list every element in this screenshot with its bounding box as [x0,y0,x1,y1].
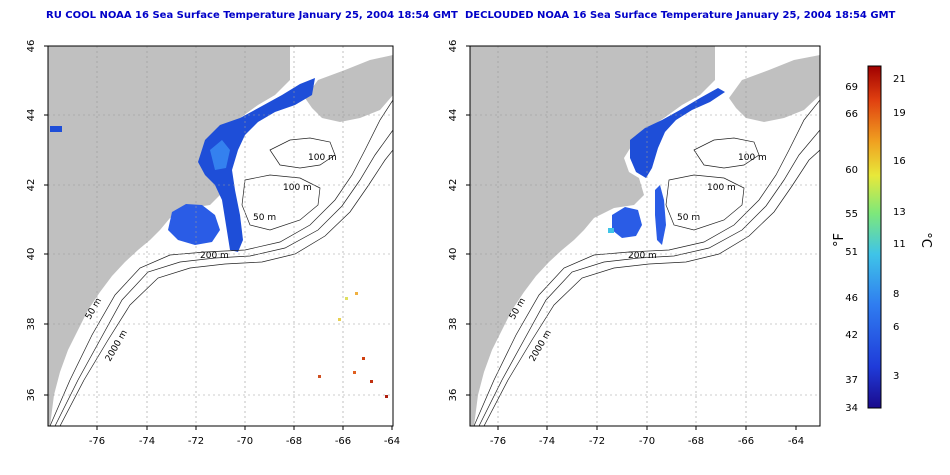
contour-label: 100 m [738,153,767,163]
x-tick-label: -68 [286,436,302,447]
x-tick-label: -64 [788,436,804,447]
fahrenheit-tick: 42 [845,330,858,341]
x-tick-label: -66 [335,436,351,447]
contour-label: 100 m [308,153,337,163]
sst-fringe [210,140,230,170]
fahrenheit-tick: 55 [845,209,858,220]
axis-ticks [44,45,393,430]
celsius-tick: 16 [893,156,906,167]
contour-label: 200 m [200,251,229,261]
y-tick-label: 38 [26,318,37,331]
sst-cape-cod-patch [612,207,642,238]
x-tick-label: -68 [688,436,704,447]
axis-ticks [466,45,797,430]
y-tick-label: 40 [448,248,459,261]
celsius-tick: 21 [893,74,906,85]
x-tick-label: -76 [490,436,506,447]
y-tick-label: 42 [448,179,459,192]
contour-label: 50 m [677,213,700,223]
x-tick-label: -72 [188,436,204,447]
left-map-title: RU COOL NOAA 16 Sea Surface Temperature … [46,10,458,21]
fahrenheit-tick: 51 [845,247,858,258]
nova-scotia-land [305,55,393,122]
map-frame [469,45,821,427]
fahrenheit-tick: 37 [845,375,858,386]
bathymetry-contours [49,99,393,426]
fahrenheit-unit-label: °F [832,233,847,247]
y-tick-label: 46 [26,40,37,53]
colorbar: 69 66 60 55 51 46 42 37 34 21 19 16 13 1… [832,65,933,414]
sst-gulf-of-maine [630,88,725,178]
sst-small-patch [50,126,62,132]
x-tick-label: -74 [539,436,555,447]
x-tick-label: -76 [89,436,105,447]
x-tick-label: -72 [589,436,605,447]
celsius-tick: 6 [893,322,899,333]
nova-scotia-land [729,55,820,122]
left-map-panel: 100 m 100 m 50 m 200 m 50 m 2000 m [26,40,400,447]
sst-gulf-of-maine [198,78,315,252]
fahrenheit-tick: 69 [845,82,858,93]
right-map-title: DECLOUDED NOAA 16 Sea Surface Temperatur… [465,10,896,21]
contour-label: 100 m [707,183,736,193]
celsius-tick: 8 [893,289,899,300]
sst-scattered-pixels [318,292,388,398]
x-tick-label: -64 [384,436,400,447]
contour-label: 200 m [628,251,657,261]
fahrenheit-tick: 46 [845,293,858,304]
y-tick-label: 46 [448,40,459,53]
contour-label: 100 m [283,183,312,193]
celsius-tick: 3 [893,371,899,382]
y-tick-label: 36 [26,389,37,402]
fahrenheit-tick: 34 [845,403,858,414]
x-tick-label: -70 [639,436,655,447]
x-tick-label: -70 [237,436,253,447]
map-frame [47,45,394,427]
sst-shelf-edge [655,185,666,245]
sst-small-patch [608,228,614,233]
contour-label: 50 m [253,213,276,223]
land-mass [470,46,715,426]
bathymetry-contours [473,99,820,426]
x-tick-label: -74 [139,436,155,447]
map-grid [48,46,393,426]
map-grid [470,46,820,426]
colorbar-gradient [867,65,882,409]
celsius-tick: 13 [893,207,906,218]
sst-cape-cod-patch [168,204,220,245]
y-tick-label: 44 [26,109,37,122]
right-map-panel: 100 m 100 m 50 m 200 m 50 m 2000 m [448,40,821,447]
celsius-tick: 19 [893,108,906,119]
y-tick-label: 42 [26,179,37,192]
x-tick-label: -66 [738,436,754,447]
y-tick-label: 44 [448,109,459,122]
y-tick-label: 36 [448,389,459,402]
fahrenheit-tick: 60 [845,165,858,176]
y-tick-label: 38 [448,318,459,331]
y-tick-label: 40 [26,248,37,261]
celsius-tick: 11 [893,239,906,250]
celsius-unit-label: °C [918,232,933,248]
land-mass [48,46,290,426]
fahrenheit-tick: 66 [845,109,858,120]
